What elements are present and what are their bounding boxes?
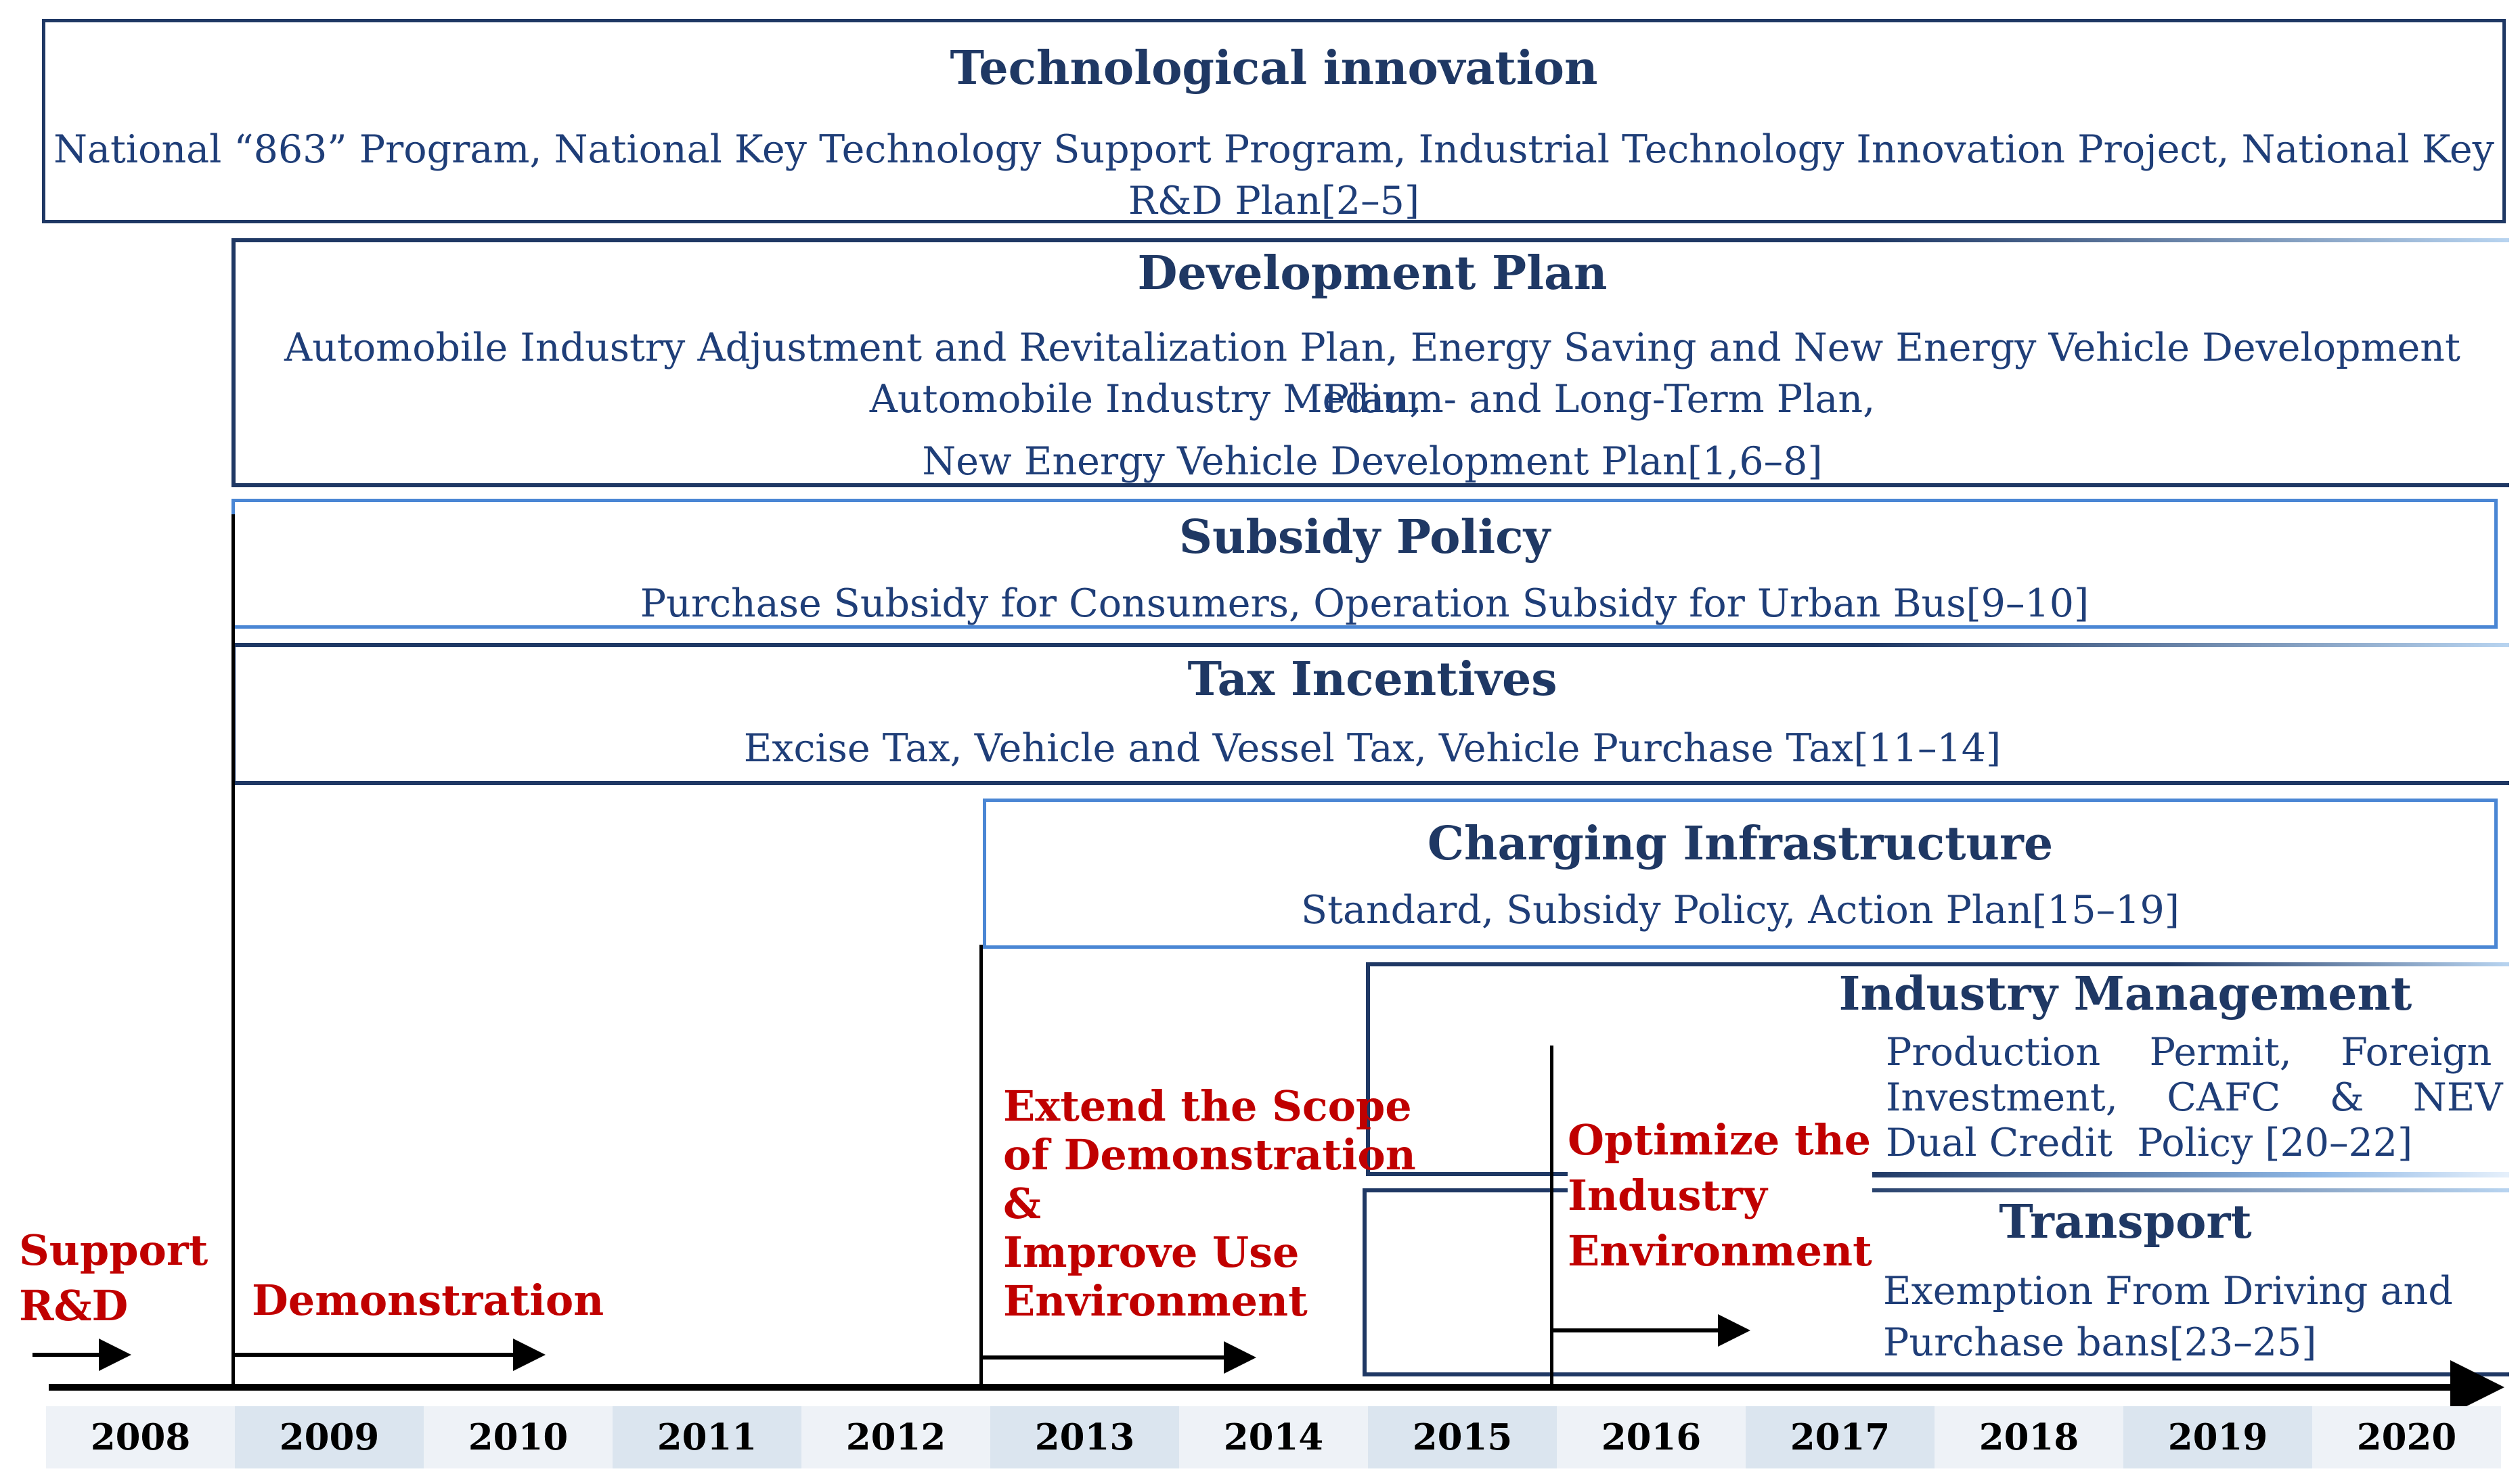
box-technological-innovation: Technological innovation National “863” … [42, 19, 2506, 223]
phase-label-extend-scope: Extend the Scope of Demonstration & Impr… [1003, 1082, 1416, 1326]
box-development-plan: Development Plan Automobile Industry Adj… [231, 238, 2509, 487]
year-cell-2020: 2020 [2312, 1406, 2501, 1468]
box-title: Development Plan [1137, 246, 1608, 300]
industry-management-title: Industry Management [1838, 967, 2412, 1021]
year-cell-2013: 2013 [990, 1406, 1179, 1468]
phase-label-line: Environment [1568, 1226, 1872, 1276]
box-title: Subsidy Policy [1178, 510, 1551, 564]
box-desc-line: Purchase bans[23–25] [1883, 1320, 2317, 1365]
transport-desc: Exemption From Driving and Purchase bans… [1883, 1265, 2492, 1368]
box-desc-line: R&D Plan[2–5] [1128, 179, 1420, 223]
transport-title: Transport [1999, 1195, 2252, 1249]
year-cell-2015: 2015 [1368, 1406, 1557, 1468]
phase-label-support-rd: Support R&D [19, 1226, 208, 1330]
box-desc-line: Standard, Subsidy Policy, Action Plan[15… [1301, 888, 2180, 933]
box-desc-line: Automobile Industry Adjustment and Revit… [284, 325, 2460, 422]
box-title: Tax Incentives [1187, 652, 1557, 706]
year-cell-2009: 2009 [235, 1406, 424, 1468]
year-cell-2018: 2018 [1935, 1406, 2123, 1468]
year-cell-2019: 2019 [2123, 1406, 2312, 1468]
box-desc-line: Dual Credit Policy [20–22] [1886, 1121, 2413, 1165]
box-title: Technological innovation [950, 41, 1598, 95]
year-cell-2008: 2008 [46, 1406, 235, 1468]
phase-label-line: Industry [1568, 1171, 1767, 1220]
box-desc-line: Exemption From Driving and [1883, 1269, 2453, 1313]
phase-label-line: of Demonstration [1003, 1130, 1416, 1180]
year-cell-2010: 2010 [424, 1406, 613, 1468]
industry-separator [1868, 1172, 2509, 1177]
phase-divider-2016 [1550, 1046, 1553, 1387]
box-desc-line: Excise Tax, Vehicle and Vessel Tax, Vehi… [743, 726, 2002, 771]
year-cell-2012: 2012 [801, 1406, 990, 1468]
phase-divider-2009 [231, 514, 235, 1387]
phase-label-line: & [1003, 1179, 1041, 1228]
box-charging-infrastructure: Charging Infrastructure Standard, Subsid… [983, 799, 2498, 949]
box-desc-line: New Energy Vehicle Development Plan[1,6–… [922, 439, 1823, 484]
box-tax-incentives: Tax Incentives Excise Tax, Vehicle and V… [231, 643, 2509, 785]
phase-label-line: Support [19, 1226, 208, 1275]
year-cell-2014: 2014 [1179, 1406, 1368, 1468]
phase-label-line: Extend the Scope [1003, 1081, 1412, 1131]
box-desc-line: Automobile Industry Medium- and Long-Ter… [869, 377, 1876, 422]
year-cell-2011: 2011 [613, 1406, 801, 1468]
phase-label-line: R&D [19, 1281, 129, 1330]
year-cell-2017: 2017 [1746, 1406, 1935, 1468]
phase-label-line: Environment [1003, 1276, 1308, 1326]
box-desc-line: Purchase Subsidy for Consumers, Operatio… [640, 581, 2090, 626]
box-title: Charging Infrastructure [1427, 817, 2054, 871]
phase-label-line: Optimize the [1568, 1115, 1872, 1165]
phase-label-line: Demonstration [252, 1276, 604, 1325]
box-subsidy-policy: Subsidy Policy Purchase Subsidy for Cons… [231, 499, 2498, 629]
box-desc-line: National “863” Program, National Key Tec… [53, 127, 2494, 172]
phase-label-line: Improve Use [1003, 1228, 1300, 1277]
phase-label-demonstration: Demonstration [252, 1276, 604, 1325]
year-cell-2016: 2016 [1557, 1406, 1746, 1468]
phase-label-optimize: Optimize the Industry Environment [1568, 1113, 1872, 1279]
box-transport [1363, 1188, 2509, 1376]
phase-divider-2013 [979, 945, 983, 1387]
